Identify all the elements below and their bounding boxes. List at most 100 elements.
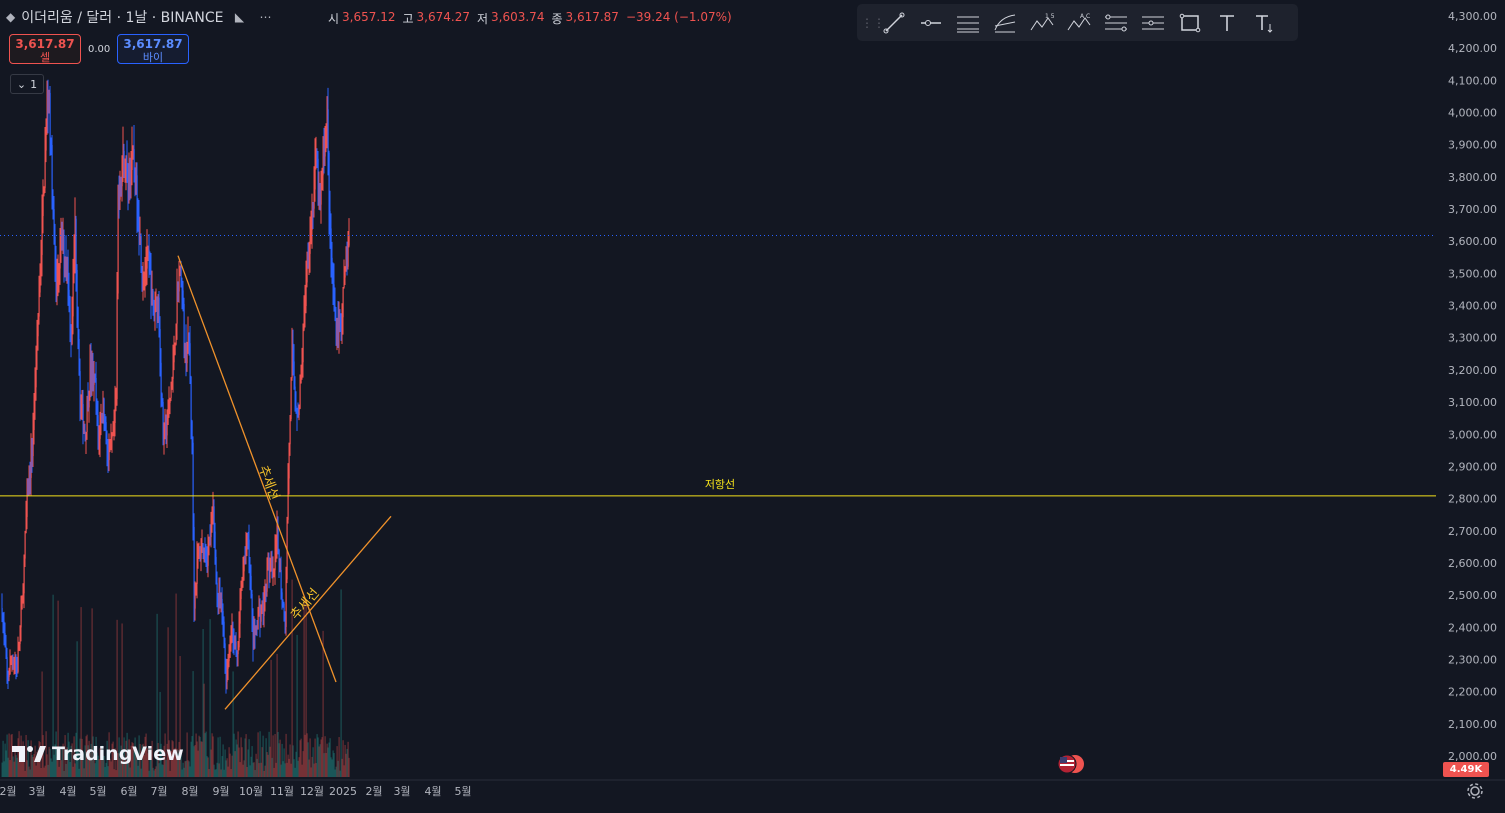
volume-bar — [214, 769, 216, 777]
fib-retracement-icon[interactable] — [1097, 9, 1134, 37]
candle-body — [65, 256, 67, 266]
ohlc-values: 시 3,657.12 고 3,674.27 저 3,603.74 종 3,617.87 … — [328, 10, 736, 27]
volume-bar — [150, 749, 152, 777]
candle-body — [9, 662, 11, 674]
candle-body — [277, 527, 279, 550]
us-flag-icon[interactable] — [1055, 753, 1085, 775]
candle-body — [211, 512, 213, 521]
candle-body — [322, 148, 324, 176]
volume-bar — [93, 752, 95, 777]
candle-body — [30, 451, 32, 478]
volume-bar — [186, 732, 188, 777]
volume-bar — [30, 740, 32, 777]
volume-bar — [348, 757, 350, 777]
volume-bar — [26, 760, 28, 777]
volume-bar — [13, 761, 15, 777]
sell-button[interactable]: 3,617.87 셀 — [9, 34, 81, 64]
price-axis[interactable] — [1436, 0, 1505, 780]
candle-body — [258, 609, 260, 611]
candle-body — [4, 632, 6, 647]
candle-body — [245, 539, 247, 556]
volume-bar — [296, 634, 298, 777]
buy-button[interactable]: 3,617.87 바이 — [117, 34, 189, 64]
volume-bar — [25, 734, 27, 777]
volume-bar — [98, 759, 100, 777]
volume-bar — [291, 579, 293, 777]
volume-bar — [318, 746, 320, 777]
parallel-channel-icon[interactable] — [949, 9, 986, 37]
candle-body — [219, 593, 221, 605]
volume-bar — [314, 738, 316, 777]
candle-body — [235, 641, 237, 652]
more-options-icon[interactable]: ⋯ — [259, 10, 272, 24]
candle-body — [279, 569, 281, 572]
candle-body — [140, 236, 142, 271]
candle-body — [38, 292, 40, 317]
volume-bar — [103, 755, 105, 777]
volume-bar — [196, 741, 198, 777]
volume-bar — [264, 765, 266, 777]
volume-bar — [71, 743, 73, 777]
x-tick-label: 8월 — [181, 785, 198, 798]
candle-body — [181, 286, 183, 291]
drag-handle-icon[interactable]: ⋮⋮ — [861, 15, 885, 30]
candle-body — [221, 598, 223, 612]
anchored-text-icon[interactable] — [1245, 9, 1282, 37]
candle-body — [62, 236, 64, 247]
candle-body — [194, 588, 196, 609]
trend-line-icon[interactable] — [875, 9, 912, 37]
volume-bar — [7, 757, 9, 777]
pitchfork-icon[interactable] — [986, 9, 1023, 37]
volume-bar — [293, 759, 295, 777]
xabcd-pattern-icon[interactable]: 1 5 — [1023, 9, 1060, 37]
candle-body — [173, 354, 175, 363]
candle-body — [341, 317, 343, 326]
candle-body — [127, 164, 129, 187]
x-tick-label: 11월 — [270, 785, 294, 798]
volume-bar — [176, 748, 178, 777]
indicator-toggle-button[interactable]: ⌄ 1 — [10, 74, 44, 94]
visibility-icon[interactable]: ◣ — [234, 10, 245, 24]
candle-body — [264, 587, 266, 597]
volume-bar — [220, 769, 222, 777]
volume-bar — [255, 753, 257, 777]
candle-body — [321, 175, 323, 187]
x-tick-label: 5월 — [454, 785, 471, 798]
candle-body — [313, 189, 315, 209]
rectangle-icon[interactable] — [1171, 9, 1208, 37]
trendline[interactable] — [224, 515, 392, 710]
volume-bar — [245, 734, 247, 777]
volume-bar — [60, 760, 62, 777]
volume-bar — [42, 735, 44, 777]
volume-bar — [328, 742, 330, 777]
horizontal-ray-icon[interactable] — [912, 9, 949, 37]
candle-body — [237, 647, 239, 655]
volume-bar — [337, 760, 339, 777]
volume-bar — [249, 765, 251, 777]
tradingview-logo[interactable]: TradingView — [12, 743, 184, 765]
volume-bar — [97, 755, 99, 777]
candle-body — [136, 175, 138, 214]
text-icon[interactable] — [1208, 9, 1245, 37]
candle-body — [57, 274, 59, 281]
candle-body — [170, 389, 172, 398]
candle-body — [130, 170, 132, 182]
y-tick-label: 2,400.00 — [1448, 621, 1497, 634]
symbol-title[interactable]: 이더리움 / 달러 · 1날 · BINANCE — [21, 10, 224, 26]
candle-body — [319, 187, 321, 205]
volume-bar — [194, 745, 196, 777]
candle-body — [257, 610, 259, 630]
candle-body — [10, 661, 12, 663]
candle-body — [17, 649, 19, 672]
time-axis[interactable] — [0, 780, 1505, 813]
symbol-legend[interactable]: ◆ 이더리움 / 달러 · 1날 · BINANCE ◣ ⋯ — [6, 6, 276, 28]
gear-icon[interactable] — [1466, 782, 1484, 800]
fib-channel-icon[interactable] — [1134, 9, 1171, 37]
volume-bar — [218, 763, 220, 777]
candle-body — [83, 430, 85, 432]
candle-body — [231, 628, 233, 637]
elliott-wave-icon[interactable]: A C — [1060, 9, 1097, 37]
candle-body — [70, 328, 72, 345]
candle-body — [151, 290, 153, 305]
